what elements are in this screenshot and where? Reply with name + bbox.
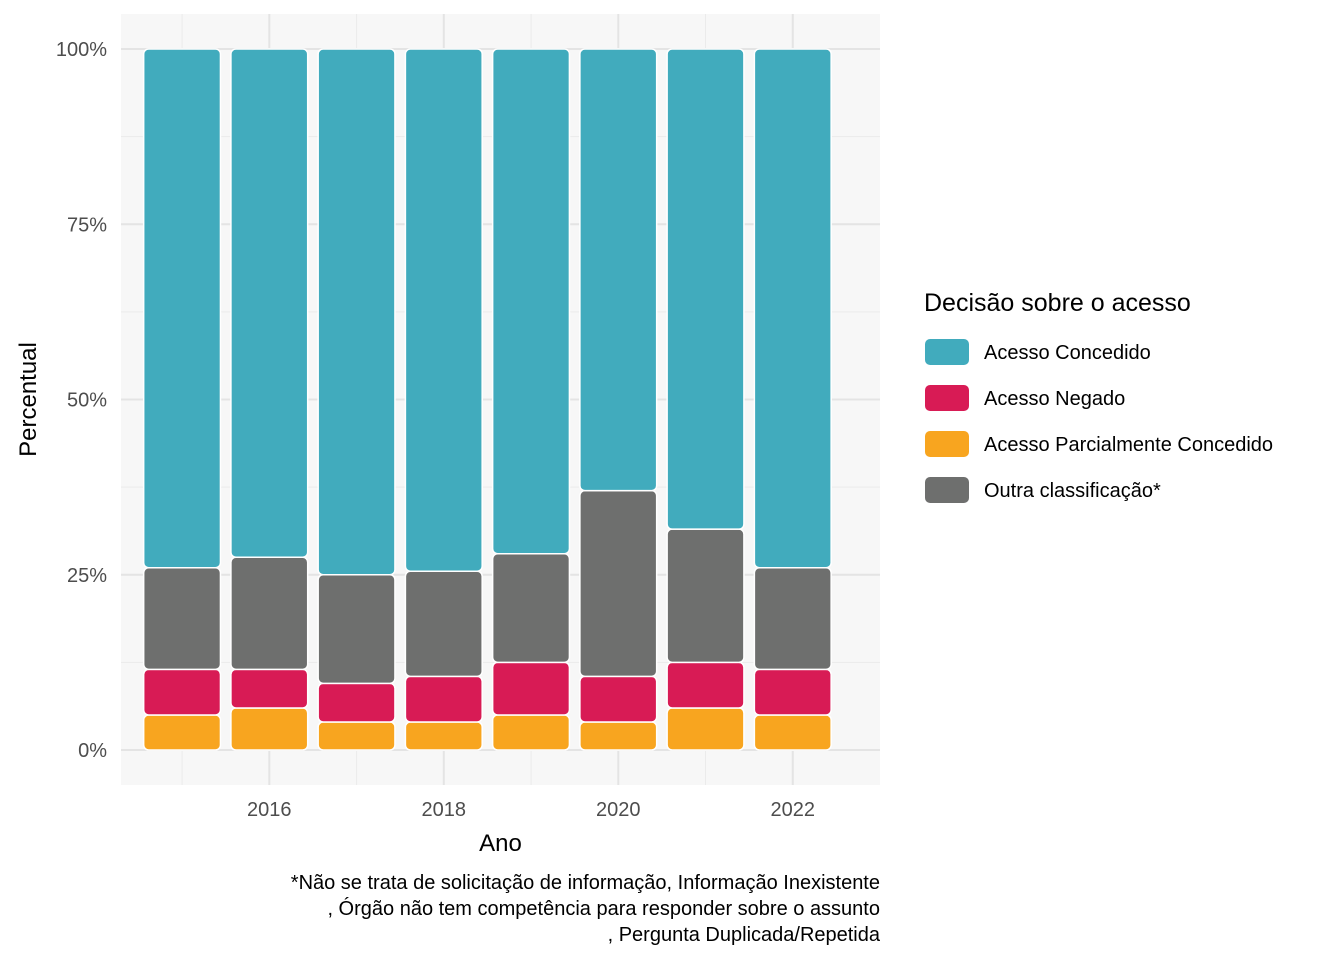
- bar-segment-2017-acesso-negado: [317, 682, 396, 723]
- y-tick-label: 50%: [67, 390, 107, 412]
- bar-segment-2018-acesso-negado: [404, 675, 483, 723]
- bar-segment-2019-acesso-negado: [491, 661, 571, 716]
- legend-label: Acesso Parcialmente Concedido: [984, 434, 1273, 456]
- bar-segment-2020-acesso-negado: [579, 675, 658, 723]
- x-tick-label: 2018: [422, 799, 467, 821]
- bar-segment-2021-acesso-parcialmente-concedido: [666, 707, 745, 751]
- x-tick-label: 2016: [247, 799, 292, 821]
- bar-segment-2022-acesso-parcialmente-concedido: [753, 714, 832, 751]
- bar-segment-2022-acesso-negado: [753, 668, 832, 716]
- legend-label: Acesso Negado: [984, 388, 1125, 410]
- y-axis-title: Percentual: [15, 342, 42, 457]
- bar-segment-2015-outra-classifica-o: [142, 566, 222, 671]
- bar-segment-2017-acesso-parcialmente-concedido: [317, 721, 396, 751]
- bar-segment-2021-acesso-concedido: [666, 48, 745, 530]
- legend-key: [925, 477, 969, 503]
- bar-segment-2017-acesso-concedido: [317, 48, 396, 576]
- legend-key: [925, 385, 969, 411]
- chart-caption: *Não se trata de solicitação de informaç…: [291, 870, 880, 948]
- legend-title: Decisão sobre o acesso: [924, 289, 1191, 317]
- bar-segment-2015-acesso-negado: [142, 668, 222, 716]
- x-axis-title: Ano: [479, 830, 522, 857]
- bar-segment-2017-outra-classifica-o: [317, 574, 396, 685]
- bar-segment-2016-acesso-negado: [230, 668, 309, 709]
- bar-segment-2016-acesso-concedido: [230, 48, 309, 558]
- bar-segment-2020-acesso-concedido: [579, 48, 658, 492]
- y-tick-label: 25%: [67, 565, 107, 587]
- bar-segment-2019-acesso-parcialmente-concedido: [491, 714, 571, 751]
- caption-line-1: *Não se trata de solicitação de informaç…: [290, 872, 880, 894]
- x-tick-label: 2020: [596, 799, 641, 821]
- y-tick-label: 0%: [78, 740, 107, 762]
- legend-key: [925, 431, 969, 457]
- bar-segment-2015-acesso-concedido: [142, 48, 222, 569]
- caption-line-2: , Órgão não tem competência para respond…: [327, 898, 880, 920]
- bar-segment-2019-acesso-concedido: [491, 48, 571, 555]
- bar-segment-2019-outra-classifica-o: [491, 552, 571, 664]
- bar-segment-2022-acesso-concedido: [753, 48, 832, 569]
- y-tick-label: 100%: [56, 39, 107, 61]
- caption-line-3: , Pergunta Duplicada/Repetida: [607, 924, 880, 946]
- bar-segment-2021-acesso-negado: [666, 661, 745, 709]
- bar-segment-2020-acesso-parcialmente-concedido: [579, 721, 658, 751]
- bar-segment-2016-outra-classifica-o: [230, 556, 309, 671]
- legend-label: Acesso Concedido: [984, 342, 1151, 364]
- legend-key: [925, 339, 969, 365]
- legend-label: Outra classificação*: [984, 480, 1161, 502]
- bar-segment-2015-acesso-parcialmente-concedido: [142, 714, 222, 751]
- bar-segment-2018-outra-classifica-o: [404, 570, 483, 678]
- bar-segment-2018-acesso-concedido: [404, 48, 483, 572]
- x-tick-label: 2022: [771, 799, 816, 821]
- bar-segment-2021-outra-classifica-o: [666, 528, 745, 664]
- bar-segment-2020-outra-classifica-o: [579, 489, 658, 678]
- y-tick-label: 75%: [67, 214, 107, 236]
- bar-segment-2018-acesso-parcialmente-concedido: [404, 721, 483, 751]
- bar-segment-2016-acesso-parcialmente-concedido: [230, 707, 309, 751]
- bar-segment-2022-outra-classifica-o: [753, 566, 832, 671]
